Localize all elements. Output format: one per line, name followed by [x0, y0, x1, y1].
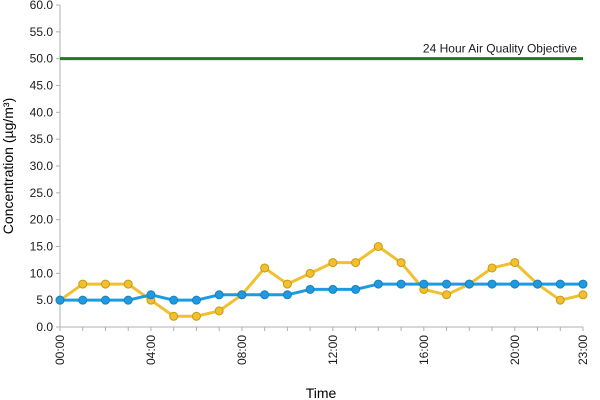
y-tick-label: 0.0: [36, 320, 53, 334]
x-tick-label: 08:00: [235, 335, 249, 365]
data-point: [510, 258, 520, 268]
y-axis-title: Concentration (µg/m³): [0, 98, 16, 234]
data-point: [396, 279, 406, 289]
series-group: [55, 242, 588, 321]
x-tick-label: 16:00: [417, 335, 431, 365]
data-point: [78, 295, 88, 305]
data-point: [419, 279, 429, 289]
y-tick-label: 50.0: [30, 52, 54, 66]
x-tick-label: 00:00: [53, 335, 67, 365]
data-point: [78, 279, 88, 289]
data-point: [214, 306, 224, 316]
y-tick-label: 10.0: [30, 266, 54, 280]
data-point: [442, 279, 452, 289]
x-tick-label: 12:00: [326, 335, 340, 365]
data-point: [305, 284, 315, 294]
data-point: [328, 258, 338, 268]
x-tick-label: 04:00: [144, 335, 158, 365]
y-tick-label: 55.0: [30, 25, 54, 39]
data-point: [237, 290, 247, 300]
data-point: [328, 284, 338, 294]
data-point: [305, 268, 315, 278]
data-point: [396, 258, 406, 268]
data-point: [351, 258, 361, 268]
data-point: [282, 290, 292, 300]
data-point: [191, 295, 201, 305]
data-point: [373, 279, 383, 289]
data-point: [100, 279, 110, 289]
data-point: [100, 295, 110, 305]
data-point: [555, 279, 565, 289]
y-tick-label: 35.0: [30, 132, 54, 146]
data-point: [123, 295, 133, 305]
data-point: [487, 263, 497, 273]
data-point: [169, 295, 179, 305]
series-1: [55, 242, 588, 321]
x-tick-label: 20:00: [508, 335, 522, 365]
y-tick-label: 45.0: [30, 79, 54, 93]
data-point: [464, 279, 474, 289]
x-tick-group: 00:00 04:00 08:00 12:00 16:00 20:00 23:00: [53, 327, 590, 365]
y-tick-label: 5.0: [36, 293, 53, 307]
data-point: [260, 263, 270, 273]
data-point: [533, 279, 543, 289]
objective-label: 24 Hour Air Quality Objective: [423, 42, 577, 56]
data-point: [487, 279, 497, 289]
data-point: [146, 290, 156, 300]
data-point: [214, 290, 224, 300]
y-tick-label: 40.0: [30, 105, 54, 119]
y-tick-label: 20.0: [30, 213, 54, 227]
x-tick-label: 23:00: [576, 335, 590, 365]
y-tick-label: 15.0: [30, 240, 54, 254]
data-point: [578, 290, 588, 300]
data-point: [373, 242, 383, 251]
data-point: [55, 295, 65, 305]
data-point: [260, 290, 270, 300]
y-tick-label: 25.0: [30, 186, 54, 200]
data-point: [191, 311, 201, 321]
y-tick-label: 60.0: [30, 0, 54, 12]
data-point: [442, 290, 452, 300]
series-2: [55, 279, 588, 305]
objective-group: 24 Hour Air Quality Objective: [60, 42, 583, 61]
y-tick-label: 30.0: [30, 159, 54, 173]
data-point: [123, 279, 133, 289]
x-axis-title: Time: [306, 385, 337, 400]
data-point: [351, 284, 361, 294]
data-point: [169, 311, 179, 321]
series-line: [59, 245, 584, 318]
data-point: [510, 279, 520, 289]
data-point: [578, 279, 588, 289]
data-point: [282, 279, 292, 289]
y-tick-group: 0.0 5.0 10.0 15.0 20.0 25.0 30.0 35.0 40.0 45.0 50…: [30, 0, 60, 334]
data-point: [555, 295, 565, 305]
